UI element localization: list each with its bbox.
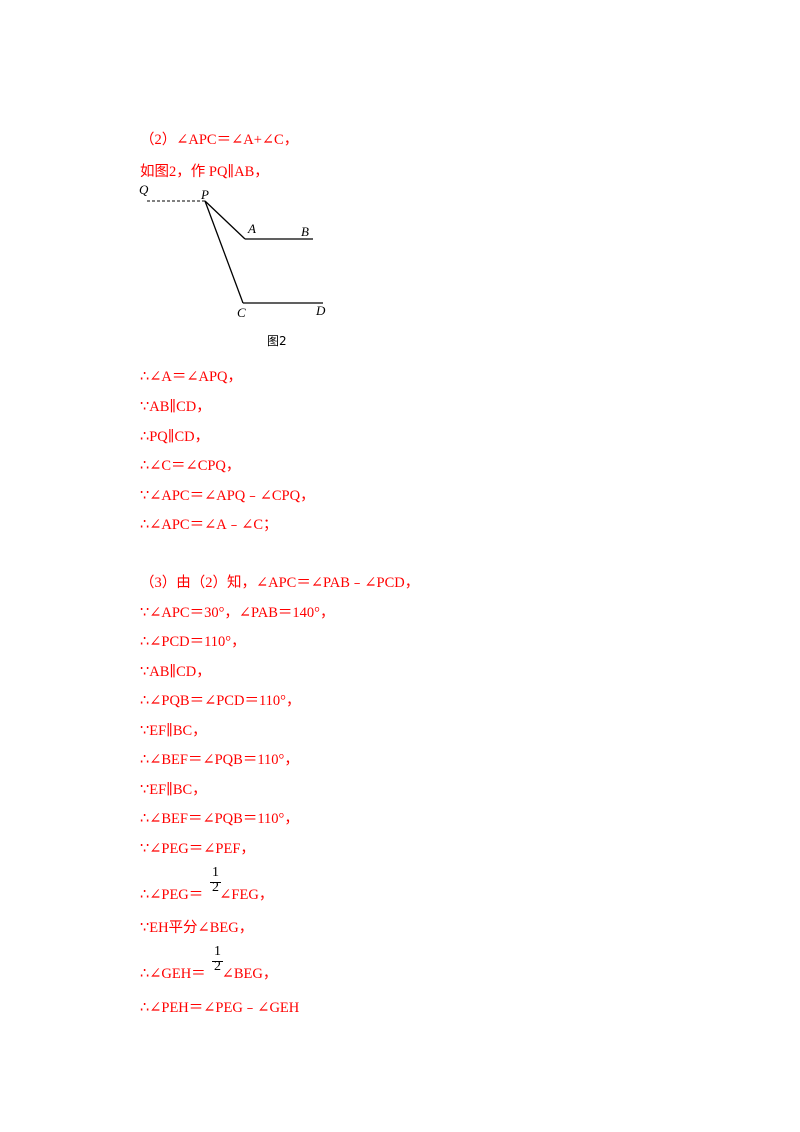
proof-line: ∵∠APC＝∠APQ﹣∠CPQ， xyxy=(140,488,315,504)
proof-line: ∵EH平分∠BEG， xyxy=(140,920,254,936)
proof-line: ∵∠APC＝30°，∠PAB＝140°， xyxy=(140,605,335,621)
proof-line-fraction-geh: ∴∠GEH＝ ∠BEG， xyxy=(140,962,277,983)
fraction-numerator: 1 xyxy=(214,944,221,959)
label-d: D xyxy=(315,303,326,318)
proof-line: ∵EF∥BC， xyxy=(140,782,207,798)
label-a: A xyxy=(247,221,256,236)
construction-line: 如图2，作 PQ∥AB， xyxy=(140,164,269,180)
fraction-bar xyxy=(210,882,221,883)
proof-line: ∴∠A＝∠APQ， xyxy=(140,369,243,385)
fraction-line-prefix: ∴∠GEH＝ xyxy=(140,966,206,982)
geometry-figure-2: Q P A B C D 图2 xyxy=(139,182,326,348)
fraction-numerator: 1 xyxy=(212,865,219,880)
proof-line: ∴∠C＝∠CPQ， xyxy=(140,458,241,474)
proof-line: ∴∠BEF＝∠PQB＝110°， xyxy=(140,811,299,827)
part3-intro-line: （3）由（2）知，∠APC＝∠PAB﹣∠PCD， xyxy=(140,575,420,591)
segment-pa xyxy=(204,200,246,240)
proof-line: ∵∠PEG＝∠PEF， xyxy=(140,841,255,857)
fraction-denominator: 2 xyxy=(212,880,219,895)
label-q: Q xyxy=(139,182,149,197)
fraction-denominator: 2 xyxy=(214,959,221,974)
proof-line: ∵EF∥BC， xyxy=(140,723,207,739)
proof-line: ∴∠PEH＝∠PEG﹣∠GEH xyxy=(140,1000,300,1016)
label-b: B xyxy=(301,224,309,239)
proof-line: ∴PQ∥CD， xyxy=(140,429,210,445)
proof-line: ∴∠PQB＝∠PCD＝110°， xyxy=(140,693,301,709)
label-c: C xyxy=(237,305,246,320)
fraction-line-prefix: ∴∠PEG＝ xyxy=(140,887,204,903)
fraction-line-suffix: ∠FEG， xyxy=(219,887,274,903)
proof-line-fraction-peg: ∴∠PEG＝ ∠FEG， xyxy=(140,883,273,904)
segment-pc xyxy=(204,200,244,304)
label-p: P xyxy=(200,187,209,202)
part2-answer-line: （2）∠APC＝∠A+∠C， xyxy=(140,132,299,148)
proof-line: ∴∠PCD＝110°， xyxy=(140,634,246,650)
figure-caption: 图2 xyxy=(267,334,287,348)
fraction-bar xyxy=(212,961,223,962)
proof-line: ∴∠APC＝∠A﹣∠C； xyxy=(140,517,278,533)
proof-line: ∵AB∥CD， xyxy=(140,664,211,680)
fraction-line-suffix: ∠BEG， xyxy=(221,966,278,982)
proof-line: ∵AB∥CD， xyxy=(140,399,211,415)
proof-line: ∴∠BEF＝∠PQB＝110°， xyxy=(140,752,299,768)
